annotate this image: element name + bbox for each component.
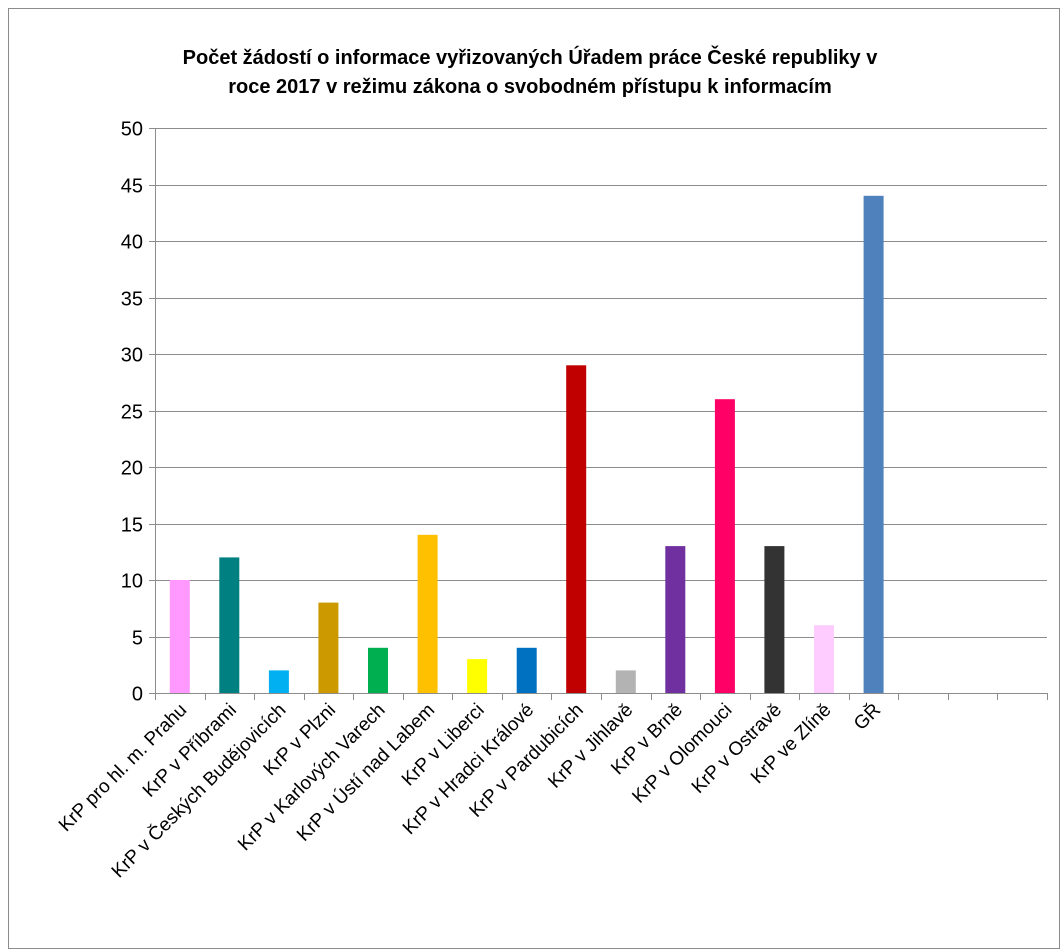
y-tick-label: 40 [121, 232, 143, 254]
bar [615, 670, 636, 693]
bars [169, 195, 884, 694]
y-tick-label: 10 [121, 571, 143, 593]
axes [155, 128, 1048, 700]
bar [318, 602, 339, 693]
bar [417, 534, 438, 693]
y-axis-ticks: 0 5 10 15 20 25 30 35 40 45 50 [121, 119, 155, 706]
y-tick-label: 45 [121, 176, 143, 198]
y-tick-label: 35 [121, 289, 143, 311]
gridlines [155, 128, 1047, 638]
y-tick-label: 30 [121, 345, 143, 367]
y-tick-label: 0 [132, 684, 143, 706]
y-tick-label: 50 [121, 119, 143, 141]
bar [169, 580, 190, 693]
bar [665, 546, 686, 693]
chart-frame [8, 8, 1060, 949]
bar [467, 659, 488, 693]
y-tick-label: 15 [121, 515, 143, 537]
x-tick-label: GŘ [849, 699, 885, 735]
bar [863, 195, 884, 694]
bar [814, 625, 834, 693]
bar [219, 557, 240, 693]
bar [566, 365, 587, 693]
y-tick-label: 25 [121, 402, 143, 424]
chart-title-line-1: Počet žádostí o informace vyřizovaných Ú… [182, 47, 878, 69]
y-tick-label: 5 [132, 628, 143, 650]
bar [268, 670, 289, 693]
bar [368, 647, 388, 693]
y-tick-label: 20 [121, 458, 143, 480]
bar [516, 647, 537, 693]
chart-title: Počet žádostí o informace vyřizovaných Ú… [60, 44, 1000, 102]
chart-title-line-2: roce 2017 v režimu zákona o svobodném př… [228, 76, 832, 98]
bar [764, 546, 785, 693]
bar [714, 399, 735, 693]
